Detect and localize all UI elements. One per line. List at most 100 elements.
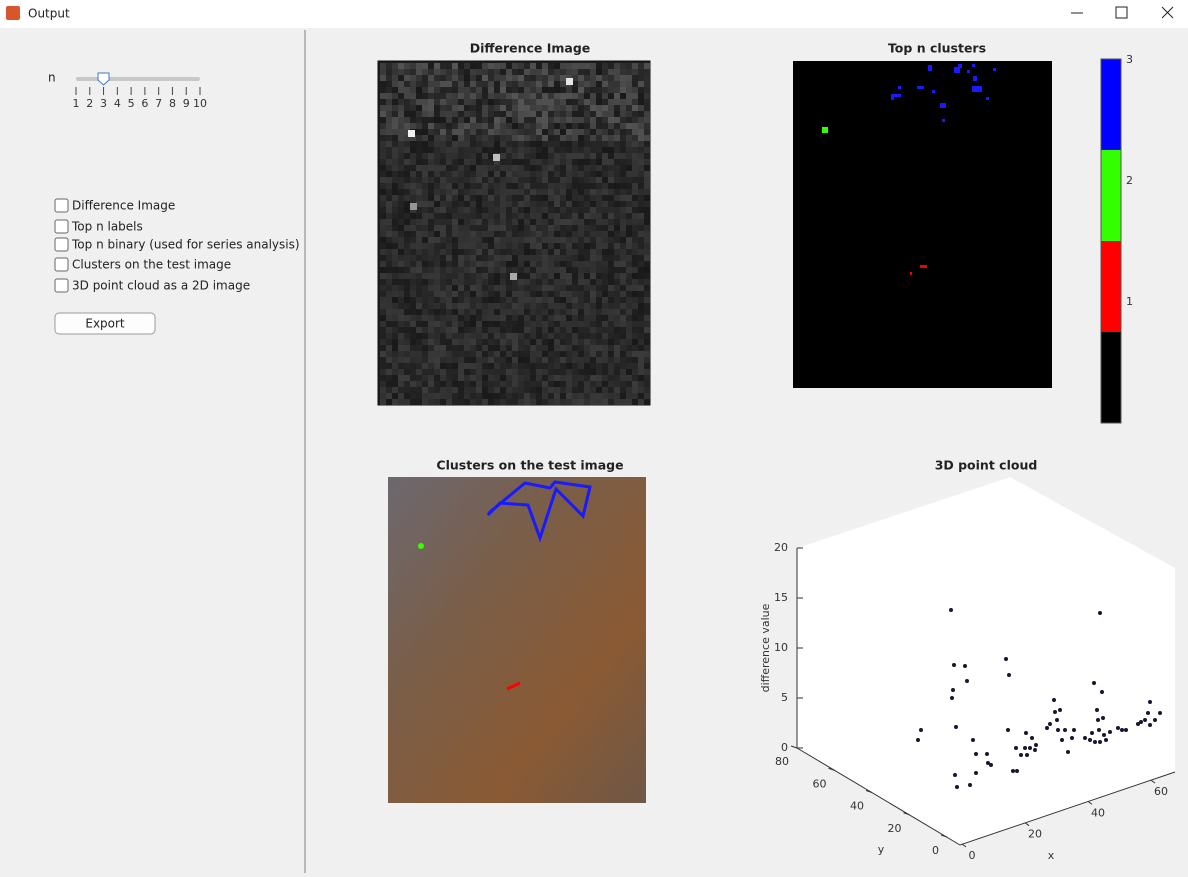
noise-pixel — [524, 189, 530, 195]
noise-pixel — [446, 291, 452, 297]
noise-pixel — [512, 399, 518, 405]
noise-pixel — [386, 93, 392, 99]
noise-pixel — [566, 345, 572, 351]
noise-pixel — [638, 183, 644, 189]
checkbox[interactable] — [54, 257, 69, 272]
noise-pixel — [602, 225, 608, 231]
noise-pixel — [572, 345, 578, 351]
noise-pixel — [452, 363, 458, 369]
noise-pixel — [560, 105, 566, 111]
noise-pixel — [590, 147, 596, 153]
noise-pixel — [530, 309, 536, 315]
noise-pixel — [470, 201, 476, 207]
cloud-point — [1120, 728, 1124, 732]
noise-pixel — [500, 219, 506, 225]
slider-thumb[interactable] — [97, 72, 110, 86]
noise-pixel — [530, 189, 536, 195]
noise-pixel — [440, 213, 446, 219]
noise-pixel — [428, 87, 434, 93]
noise-pixel — [500, 303, 506, 309]
cloud-point — [1158, 711, 1162, 715]
noise-pixel — [434, 93, 440, 99]
noise-pixel — [470, 111, 476, 117]
close-button[interactable] — [1161, 6, 1174, 19]
noise-pixel — [386, 321, 392, 327]
noise-pixel — [614, 225, 620, 231]
noise-pixel — [584, 123, 590, 129]
noise-pixel — [572, 105, 578, 111]
checkbox[interactable] — [54, 198, 69, 213]
noise-pixel — [410, 153, 416, 159]
maximize-button[interactable] — [1115, 6, 1128, 19]
noise-pixel — [608, 351, 614, 357]
slider-track[interactable] — [76, 77, 200, 81]
noise-pixel — [566, 303, 572, 309]
noise-pixel — [620, 75, 626, 81]
noise-pixel — [458, 207, 464, 213]
noise-pixel — [488, 249, 494, 255]
noise-pixel — [518, 117, 524, 123]
noise-pixel — [560, 339, 566, 345]
noise-pixel — [470, 69, 476, 75]
cloud-point — [916, 738, 920, 742]
noise-pixel — [638, 123, 644, 129]
noise-pixel — [428, 267, 434, 273]
checkbox[interactable] — [54, 219, 69, 234]
checkbox[interactable] — [54, 237, 69, 252]
noise-pixel — [620, 81, 626, 87]
noise-pixel — [440, 231, 446, 237]
noise-pixel — [632, 195, 638, 201]
noise-pixel — [422, 291, 428, 297]
noise-pixel — [518, 231, 524, 237]
noise-pixel — [488, 219, 494, 225]
noise-pixel — [488, 171, 494, 177]
noise-pixel — [512, 237, 518, 243]
noise-pixel — [470, 147, 476, 153]
noise-pixel — [398, 279, 404, 285]
checkbox[interactable] — [54, 278, 69, 293]
noise-pixel — [428, 135, 434, 141]
noise-pixel — [500, 171, 506, 177]
noise-pixel — [554, 375, 560, 381]
export-button[interactable] — [54, 312, 156, 335]
noise-pixel — [386, 339, 392, 345]
noise-pixel — [392, 93, 398, 99]
noise-pixel — [494, 255, 500, 261]
noise-pixel — [620, 141, 626, 147]
noise-pixel — [494, 321, 500, 327]
noise-pixel — [614, 117, 620, 123]
checkbox-label[interactable]: 3D point cloud as a 2D image — [72, 279, 250, 293]
noise-pixel — [494, 243, 500, 249]
noise-pixel — [518, 147, 524, 153]
noise-pixel — [512, 141, 518, 147]
noise-pixel — [536, 387, 542, 393]
noise-pixel — [488, 261, 494, 267]
noise-pixel — [518, 93, 524, 99]
noise-pixel — [632, 81, 638, 87]
noise-pixel — [416, 399, 422, 405]
noise-pixel — [548, 285, 554, 291]
noise-pixel — [476, 291, 482, 297]
export-label[interactable]: Export — [85, 317, 125, 331]
noise-pixel — [542, 207, 548, 213]
noise-pixel — [446, 177, 452, 183]
cloud-point — [1098, 740, 1102, 744]
checkbox-label[interactable]: Top n labels — [71, 220, 143, 234]
checkbox-label[interactable]: Clusters on the test image — [72, 258, 231, 272]
noise-pixel — [458, 231, 464, 237]
noise-pixel — [584, 147, 590, 153]
noise-pixel — [512, 105, 518, 111]
noise-pixel — [590, 207, 596, 213]
noise-pixel — [554, 381, 560, 387]
noise-pixel — [560, 267, 566, 273]
noise-pixel — [458, 81, 464, 87]
noise-pixel — [518, 255, 524, 261]
checkbox-label[interactable]: Difference Image — [72, 199, 175, 213]
noise-pixel — [590, 321, 596, 327]
noise-pixel — [608, 327, 614, 333]
noise-pixel — [608, 237, 614, 243]
noise-pixel — [386, 129, 392, 135]
checkbox-label[interactable]: Top n binary (used for series analysis) — [71, 238, 300, 252]
noise-pixel — [476, 309, 482, 315]
noise-pixel — [596, 141, 602, 147]
